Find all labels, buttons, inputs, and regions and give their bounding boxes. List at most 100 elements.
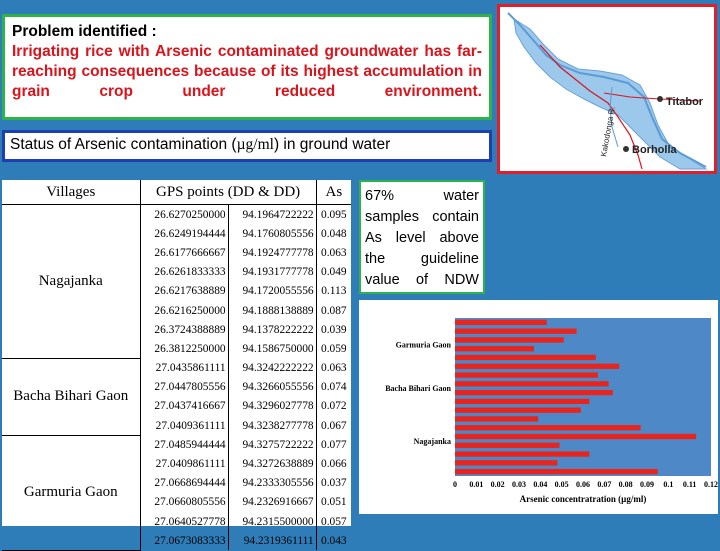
lat-cell: 26.6261833333 (140, 262, 229, 282)
bar (455, 319, 547, 326)
map-road (539, 44, 643, 170)
map-tributary (609, 86, 619, 148)
lat-cell: 26.6217638889 (140, 281, 229, 301)
table-row: 26.6177666667 94.1924777778 0.063 (2, 243, 351, 263)
problem-statement-box: Problem identified : Irrigating rice wit… (2, 14, 492, 120)
x-tick-label: 0.07 (597, 480, 611, 489)
lat-cell: 26.6249194444 (140, 224, 229, 244)
lon-cell: 94.1760805556 (228, 224, 317, 244)
lon-cell: 94.3296027778 (228, 396, 317, 417)
as-cell: 0.037 (321, 477, 347, 490)
lat-cell: 26.3724388889 (140, 320, 229, 340)
map-label-titabor: Titabor (666, 96, 704, 108)
bar (455, 337, 564, 343)
as-cell: 0.087 (321, 304, 347, 317)
arsenic-table: Villages GPS points (DD & DD) As Nagajan… (2, 180, 351, 551)
lat-cell: 27.0640527778 (140, 512, 229, 532)
as-cell: 0.066 (321, 458, 347, 471)
finding-note: 67% water samples contain As level above… (359, 180, 485, 294)
table-row: 27.0640527778 94.2315500000 0.057 (2, 512, 351, 532)
x-tick-label: 0.09 (640, 480, 654, 489)
lon-cell: 94.2315500000 (228, 512, 317, 532)
bar (455, 346, 534, 352)
as-cell: 0.077 (321, 438, 347, 451)
header-gps: GPS points (DD & DD) (140, 180, 317, 205)
lat-cell: 26.3812250000 (140, 339, 229, 359)
table-row: 26.6216250000 94.1888138889 0.087 (2, 300, 351, 321)
table-row: 27.0409861111 94.3272638889 0.066 (2, 454, 351, 474)
lat-cell: 27.0435861111 (140, 358, 229, 378)
lat-cell: 26.6216250000 (140, 300, 229, 321)
table-row: 27.0409361111 94.3238277778 0.067 (2, 416, 351, 436)
bar (455, 328, 577, 334)
chart-svg: Garmuria Gaon Bacha Bihari Gaon Nagajanka 0… (385, 318, 718, 504)
village-cell: Garmuria Gaon (2, 435, 141, 551)
table-body: Nagajanka 26.6270250000 94.1964722222 0.095… (2, 204, 351, 551)
lon-cell: 94.1586750000 (228, 339, 317, 359)
lon-cell: 94.2319361111 (228, 531, 317, 551)
as-cell: 0.039 (321, 323, 347, 336)
village-cell: Nagajanka (2, 204, 141, 359)
bar (455, 425, 641, 431)
as-cell: 0.074 (321, 381, 347, 394)
bar (455, 372, 598, 378)
lat-cell: 27.0673083333 (140, 531, 229, 551)
plot-area (455, 318, 711, 476)
map-label-river: Kakodonga R. (599, 106, 617, 157)
header-as: As (316, 180, 351, 205)
borholla-marker (623, 146, 629, 152)
map-road-2 (603, 92, 701, 102)
problem-text: Irrigating rice with Arsenic contaminate… (12, 43, 482, 100)
lon-cell: 94.1888138889 (228, 300, 317, 321)
as-cell: 0.043 (321, 534, 347, 547)
x-tick-label: 0.08 (619, 480, 633, 489)
lon-cell: 94.3272638889 (228, 454, 317, 474)
as-cell: 0.057 (321, 515, 347, 528)
x-axis-label: Arsenic concentratration (µg/ml) (520, 494, 647, 504)
x-tick-label: 0.12 (704, 480, 718, 489)
group-label: Nagajanka (414, 437, 451, 446)
problem-title: Problem identified : (12, 23, 157, 40)
lat-cell: 27.0668694444 (140, 473, 229, 493)
map-river (507, 12, 707, 168)
bar (455, 407, 581, 413)
x-tick-label: 0.05 (555, 480, 569, 489)
map-label-borholla: Borholla (632, 144, 677, 156)
x-tick-label: 0.03 (512, 480, 526, 489)
lon-cell: 94.2333305556 (228, 473, 317, 493)
bar (455, 389, 613, 396)
arsenic-table-container: Villages GPS points (DD & DD) As Nagajan… (2, 180, 351, 551)
status-suffix: ) in ground water (273, 136, 391, 153)
as-cell: 0.051 (321, 496, 347, 509)
table-row: 26.6261833333 94.1931777778 0.049 (2, 262, 351, 282)
bar (455, 433, 697, 440)
bar (455, 460, 558, 466)
as-cell: 0.067 (321, 419, 347, 432)
bar (455, 363, 620, 369)
study-area-map: Titabor Kakodonga R. Borholla (497, 4, 717, 174)
bar (455, 381, 609, 387)
as-cell: 0.059 (321, 342, 347, 355)
lat-cell: 27.0409361111 (140, 416, 229, 436)
x-tick-label: 0.02 (491, 480, 505, 489)
x-tick-label: 0.04 (533, 480, 547, 489)
lat-cell: 26.6270250000 (140, 204, 229, 225)
lon-cell: 94.1720055556 (228, 281, 317, 301)
table-row: 27.0668694444 94.2333305556 0.037 (2, 473, 351, 493)
as-cell: 0.063 (321, 362, 347, 375)
lon-cell: 94.1964722222 (228, 204, 317, 225)
x-tick-label: 0.06 (576, 480, 590, 489)
lon-cell: 94.2326916667 (228, 492, 317, 512)
table-row: 27.0447805556 94.3266055556 0.074 (2, 377, 351, 397)
table-row: Bacha Bihari Gaon 27.0435861111 94.3242222… (2, 358, 351, 436)
lat-cell: 26.6177666667 (140, 243, 229, 263)
header-villages: Villages (2, 180, 141, 205)
group-label: Garmuria Gaon (396, 340, 452, 349)
lon-cell: 94.3242222222 (228, 358, 317, 378)
as-cell: 0.048 (321, 227, 347, 240)
arsenic-bar-chart: Garmuria Gaon Bacha Bihari Gaon Nagajanka 0… (359, 300, 718, 514)
bar (455, 354, 596, 361)
bar (455, 468, 658, 475)
as-cell: 0.113 (321, 285, 347, 298)
lon-cell: 94.3238277778 (228, 416, 317, 436)
